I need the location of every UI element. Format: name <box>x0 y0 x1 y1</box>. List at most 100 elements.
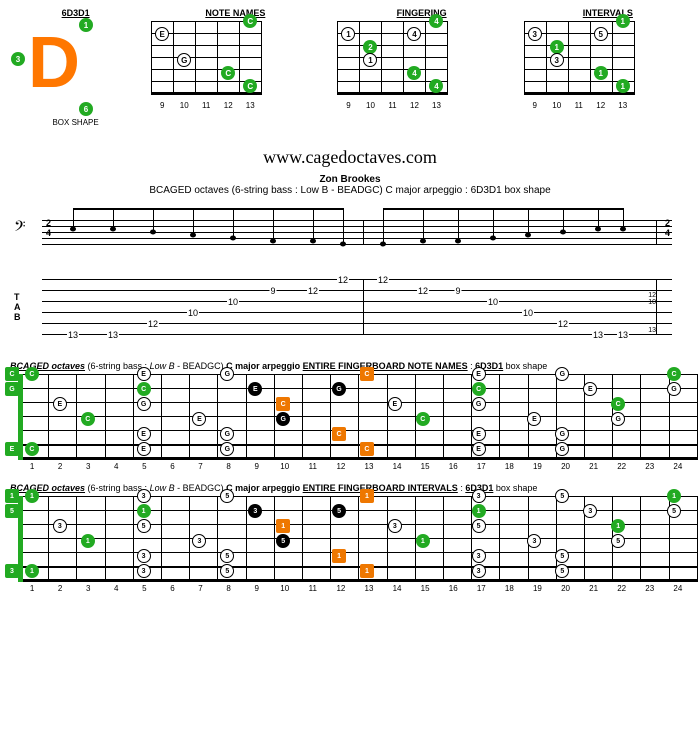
fret-marker: 5 <box>220 489 234 503</box>
notehead <box>455 239 461 244</box>
author: Zon Brookes <box>8 174 692 185</box>
fret-marker: G <box>137 397 151 411</box>
fret-marker: 5 <box>137 519 151 533</box>
fret-marker: C <box>472 382 486 396</box>
small-fret-diagram: FINGERING4142144910111213 <box>337 8 505 127</box>
notehead <box>525 233 531 238</box>
fret-numbers: 123456789101112131415161718192021222324 <box>18 462 692 471</box>
tab-number: 12 <box>147 319 159 329</box>
fret-marker: 4 <box>429 79 443 93</box>
nut-marker: E <box>5 442 19 456</box>
fret-marker: E <box>137 427 151 441</box>
fret-marker: E <box>137 367 151 381</box>
fret-marker: 1 <box>416 534 430 548</box>
fret-marker: E <box>472 427 486 441</box>
top-row: 6D3D1 D 136 BOX SHAPE NOTE NAMESCEGCC910… <box>8 8 692 127</box>
notehead <box>230 236 236 241</box>
fret-marker: C <box>137 382 151 396</box>
fret-marker: 5 <box>472 519 486 533</box>
fret-marker: C <box>416 412 430 426</box>
time-sig-end: 24 <box>665 218 670 238</box>
fret-marker: 1 <box>611 519 625 533</box>
notehead <box>340 242 346 247</box>
notehead <box>70 227 76 232</box>
small-fret-diagram: NOTE NAMESCEGCC910111213 <box>151 8 319 127</box>
fret-marker: 5 <box>220 549 234 563</box>
box-marker: 6 <box>79 102 93 116</box>
fret-numbers: 910111213 <box>337 101 505 110</box>
fret-marker: C <box>332 427 346 441</box>
fret-marker: 3 <box>583 504 597 518</box>
nut-marker: G <box>5 382 19 396</box>
fret-marker: 1 <box>363 53 377 67</box>
box-title: 6D3D1 <box>8 8 143 18</box>
box-marker: 1 <box>79 18 93 32</box>
full-fingerboard: 153135135113513535135113513535135135135 <box>8 496 688 582</box>
fret-marker: 1 <box>616 79 630 93</box>
fret-marker: 1 <box>360 564 374 578</box>
nut-marker: C <box>5 367 19 381</box>
fret-marker: E <box>248 382 262 396</box>
notehead <box>110 227 116 232</box>
tab-number: 13 <box>592 330 604 340</box>
fret-marker: 1 <box>616 14 630 28</box>
fret-marker: 3 <box>248 504 262 518</box>
fret-marker: G <box>220 427 234 441</box>
box-marker: 3 <box>11 52 25 66</box>
tab-number: 10 <box>522 308 534 318</box>
fret-marker: C <box>667 367 681 381</box>
fret-marker: 3 <box>388 519 402 533</box>
fret-marker: 4 <box>429 14 443 28</box>
full-diagram-title: BCAGED octaves (6-string bass : Low B - … <box>10 361 692 371</box>
tab-number: 10 <box>487 297 499 307</box>
fret-marker: 3 <box>550 53 564 67</box>
tab-label: TAB <box>14 292 22 322</box>
time-sig: 24 <box>46 218 51 238</box>
notehead <box>420 239 426 244</box>
fret-marker: E <box>53 397 67 411</box>
fret-marker: 3 <box>472 549 486 563</box>
fret-marker: G <box>555 442 569 456</box>
fret-marker: 4 <box>407 27 421 41</box>
bass-clef: 𝄢 <box>14 218 26 239</box>
tab-number: 12 <box>417 286 429 296</box>
fret-marker: 5 <box>555 489 569 503</box>
notehead <box>620 227 626 232</box>
tab-number: 13 <box>617 330 629 340</box>
notehead <box>310 239 316 244</box>
fret-marker: C <box>611 397 625 411</box>
fret-marker: 1 <box>341 27 355 41</box>
nut-marker: 1 <box>5 489 19 503</box>
fret-marker: C <box>243 14 257 28</box>
fret-marker: 5 <box>555 549 569 563</box>
fret-marker: 2 <box>363 40 377 54</box>
tab-number: 9 <box>454 286 461 296</box>
fret-marker: G <box>276 412 290 426</box>
fret-marker: E <box>137 442 151 456</box>
diagram-title: NOTE NAMES <box>151 8 319 18</box>
fret-marker: 1 <box>25 489 39 503</box>
notehead <box>490 236 496 241</box>
tab-number: 12 <box>377 275 389 285</box>
fret-marker: G <box>667 382 681 396</box>
notehead <box>560 230 566 235</box>
fret-marker: C <box>25 442 39 456</box>
nut-marker: 3 <box>5 564 19 578</box>
fret-marker: C <box>276 397 290 411</box>
tab-number: 13 <box>107 330 119 340</box>
fret-marker: 1 <box>137 504 151 518</box>
fret-marker: 1 <box>332 549 346 563</box>
fret-marker: G <box>555 367 569 381</box>
fret-marker: E <box>472 442 486 456</box>
fret-marker: 1 <box>667 489 681 503</box>
notehead <box>270 239 276 244</box>
diagram-title: INTERVALS <box>524 8 692 18</box>
fret-marker: G <box>220 442 234 456</box>
tab-number: 9 <box>269 286 276 296</box>
full-fingerboard: CGECEGCEGCCEGCEGEGCEGCCEGCEGEGCEGCEGCEG <box>8 374 688 460</box>
small-fret-diagram: INTERVALS1351311910111213 <box>524 8 692 127</box>
fret-marker: 5 <box>332 504 346 518</box>
fret-marker: G <box>177 53 191 67</box>
fret-marker: 3 <box>137 564 151 578</box>
fret-marker: E <box>583 382 597 396</box>
